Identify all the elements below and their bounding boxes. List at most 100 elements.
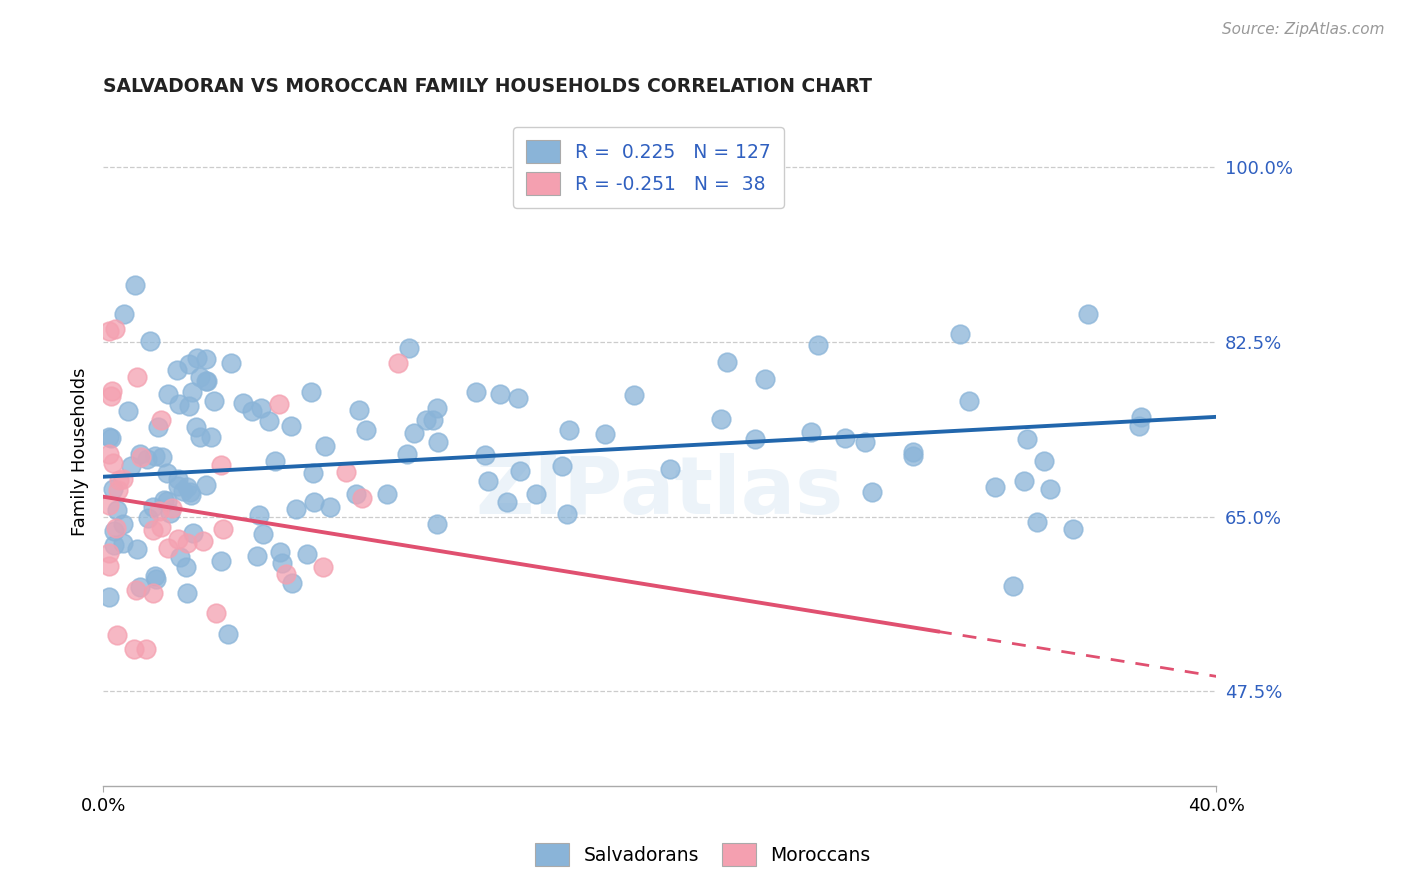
Point: [181, 385, 204, 400]
Point: [623, 388, 645, 402]
Point: [219, 356, 242, 370]
Point: [166, 479, 188, 493]
Point: [174, 560, 197, 574]
Point: [250, 401, 273, 415]
Point: [142, 586, 165, 600]
Point: [125, 542, 148, 557]
Point: [186, 351, 208, 365]
Point: [860, 485, 883, 500]
Point: [285, 502, 308, 516]
Point: [716, 355, 738, 369]
Point: [375, 487, 398, 501]
Point: [156, 466, 179, 480]
Point: [127, 369, 149, 384]
Point: [551, 458, 574, 473]
Point: [807, 338, 830, 352]
Point: [100, 431, 122, 445]
Point: [1014, 474, 1036, 488]
Point: [159, 506, 181, 520]
Point: [172, 483, 194, 498]
Point: [143, 449, 166, 463]
Point: [111, 535, 134, 549]
Point: [1039, 482, 1062, 496]
Point: [112, 307, 135, 321]
Point: [276, 566, 298, 581]
Point: [903, 444, 925, 458]
Point: [754, 372, 776, 386]
Point: [191, 534, 214, 549]
Point: [146, 419, 169, 434]
Point: [1017, 433, 1039, 447]
Point: [264, 453, 287, 467]
Text: SALVADORAN VS MOROCCAN FAMILY HOUSEHOLDS CORRELATION CHART: SALVADORAN VS MOROCCAN FAMILY HOUSEHOLDS…: [103, 78, 872, 96]
Point: [101, 482, 124, 496]
Point: [179, 484, 201, 499]
Point: [124, 642, 146, 657]
Point: [135, 452, 157, 467]
Point: [105, 503, 128, 517]
Point: [101, 456, 124, 470]
Point: [344, 486, 367, 500]
Point: [176, 536, 198, 550]
Point: [97, 430, 120, 444]
Point: [129, 580, 152, 594]
Point: [489, 387, 512, 401]
Point: [177, 357, 200, 371]
Point: [271, 556, 294, 570]
Point: [957, 394, 980, 409]
Point: [508, 392, 530, 406]
Point: [1062, 522, 1084, 536]
Point: [97, 590, 120, 604]
Point: [188, 369, 211, 384]
Point: [495, 494, 517, 508]
Point: [166, 363, 188, 377]
Point: [1026, 516, 1049, 530]
Point: [97, 498, 120, 512]
Point: [183, 526, 205, 541]
Point: [318, 500, 340, 515]
Point: [415, 413, 437, 427]
Point: [125, 583, 148, 598]
Point: [352, 491, 374, 505]
Point: [195, 478, 218, 492]
Point: [176, 586, 198, 600]
Point: [148, 504, 170, 518]
Point: [269, 545, 291, 559]
Point: [1033, 453, 1056, 467]
Point: [217, 626, 239, 640]
Point: [249, 508, 271, 522]
Point: [169, 397, 191, 411]
Point: [105, 628, 128, 642]
Point: [744, 432, 766, 446]
Point: [395, 447, 418, 461]
Point: [949, 326, 972, 341]
Point: [166, 532, 188, 546]
Point: [312, 559, 335, 574]
Point: [280, 576, 302, 591]
Point: [120, 458, 142, 473]
Point: [103, 524, 125, 538]
Point: [188, 430, 211, 444]
Point: [398, 341, 420, 355]
Point: [1001, 579, 1024, 593]
Point: [195, 374, 218, 388]
Point: [152, 492, 174, 507]
Point: [184, 420, 207, 434]
Point: [404, 426, 426, 441]
Point: [1128, 418, 1150, 433]
Point: [162, 501, 184, 516]
Point: [117, 403, 139, 417]
Point: [136, 511, 159, 525]
Point: [177, 399, 200, 413]
Point: [156, 387, 179, 401]
Point: [194, 351, 217, 366]
Legend: Salvadorans, Moroccans: Salvadorans, Moroccans: [527, 836, 879, 873]
Point: [124, 278, 146, 293]
Point: [180, 487, 202, 501]
Point: [354, 423, 377, 437]
Point: [150, 450, 173, 464]
Point: [426, 435, 449, 450]
Point: [107, 473, 129, 487]
Point: [101, 384, 124, 399]
Point: [477, 474, 499, 488]
